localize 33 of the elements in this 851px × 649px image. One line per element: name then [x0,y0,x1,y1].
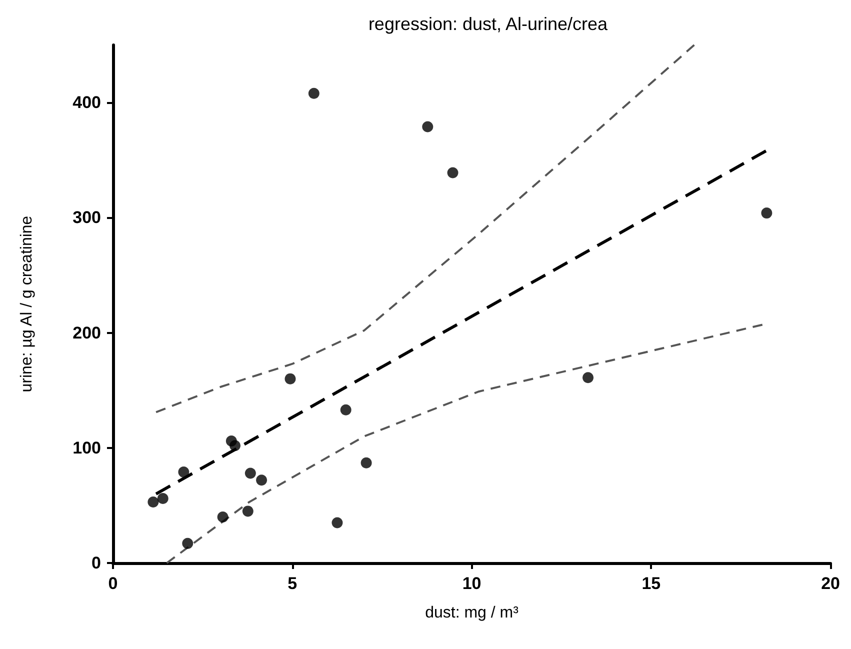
point [582,372,594,384]
y-tick-label: 0 [92,554,101,572]
point [157,493,168,504]
point [284,373,296,384]
line-series [155,44,696,414]
point [422,121,434,132]
x-tick-label: 15 [642,574,661,593]
point [229,440,240,452]
y-axis-title: urine: µg Al / g creatinine [18,216,36,392]
point [761,208,772,219]
point [308,88,320,99]
x-tick-label: 5 [288,574,298,593]
point [242,506,254,517]
chart-title: regression: dust, Al-urine/crea [368,14,609,34]
point [182,538,194,549]
point [360,457,372,468]
y-tick-label: 100 [72,438,101,458]
point [217,511,228,522]
y-tick-label: 200 [72,323,101,342]
point [340,404,352,416]
point [178,466,190,478]
x-tick-label: 0 [108,574,118,593]
x-axis-title: dust: mg / m³ [425,604,520,622]
y-tick-label: 300 [72,208,101,228]
y-tick-label: 400 [72,93,101,112]
point [256,474,268,486]
point [244,468,256,479]
x-tick-label: 20 [821,574,840,593]
x-tick-label: 10 [462,574,482,593]
point [447,167,458,178]
point [332,517,343,528]
point [148,496,159,508]
line-series [166,324,764,564]
